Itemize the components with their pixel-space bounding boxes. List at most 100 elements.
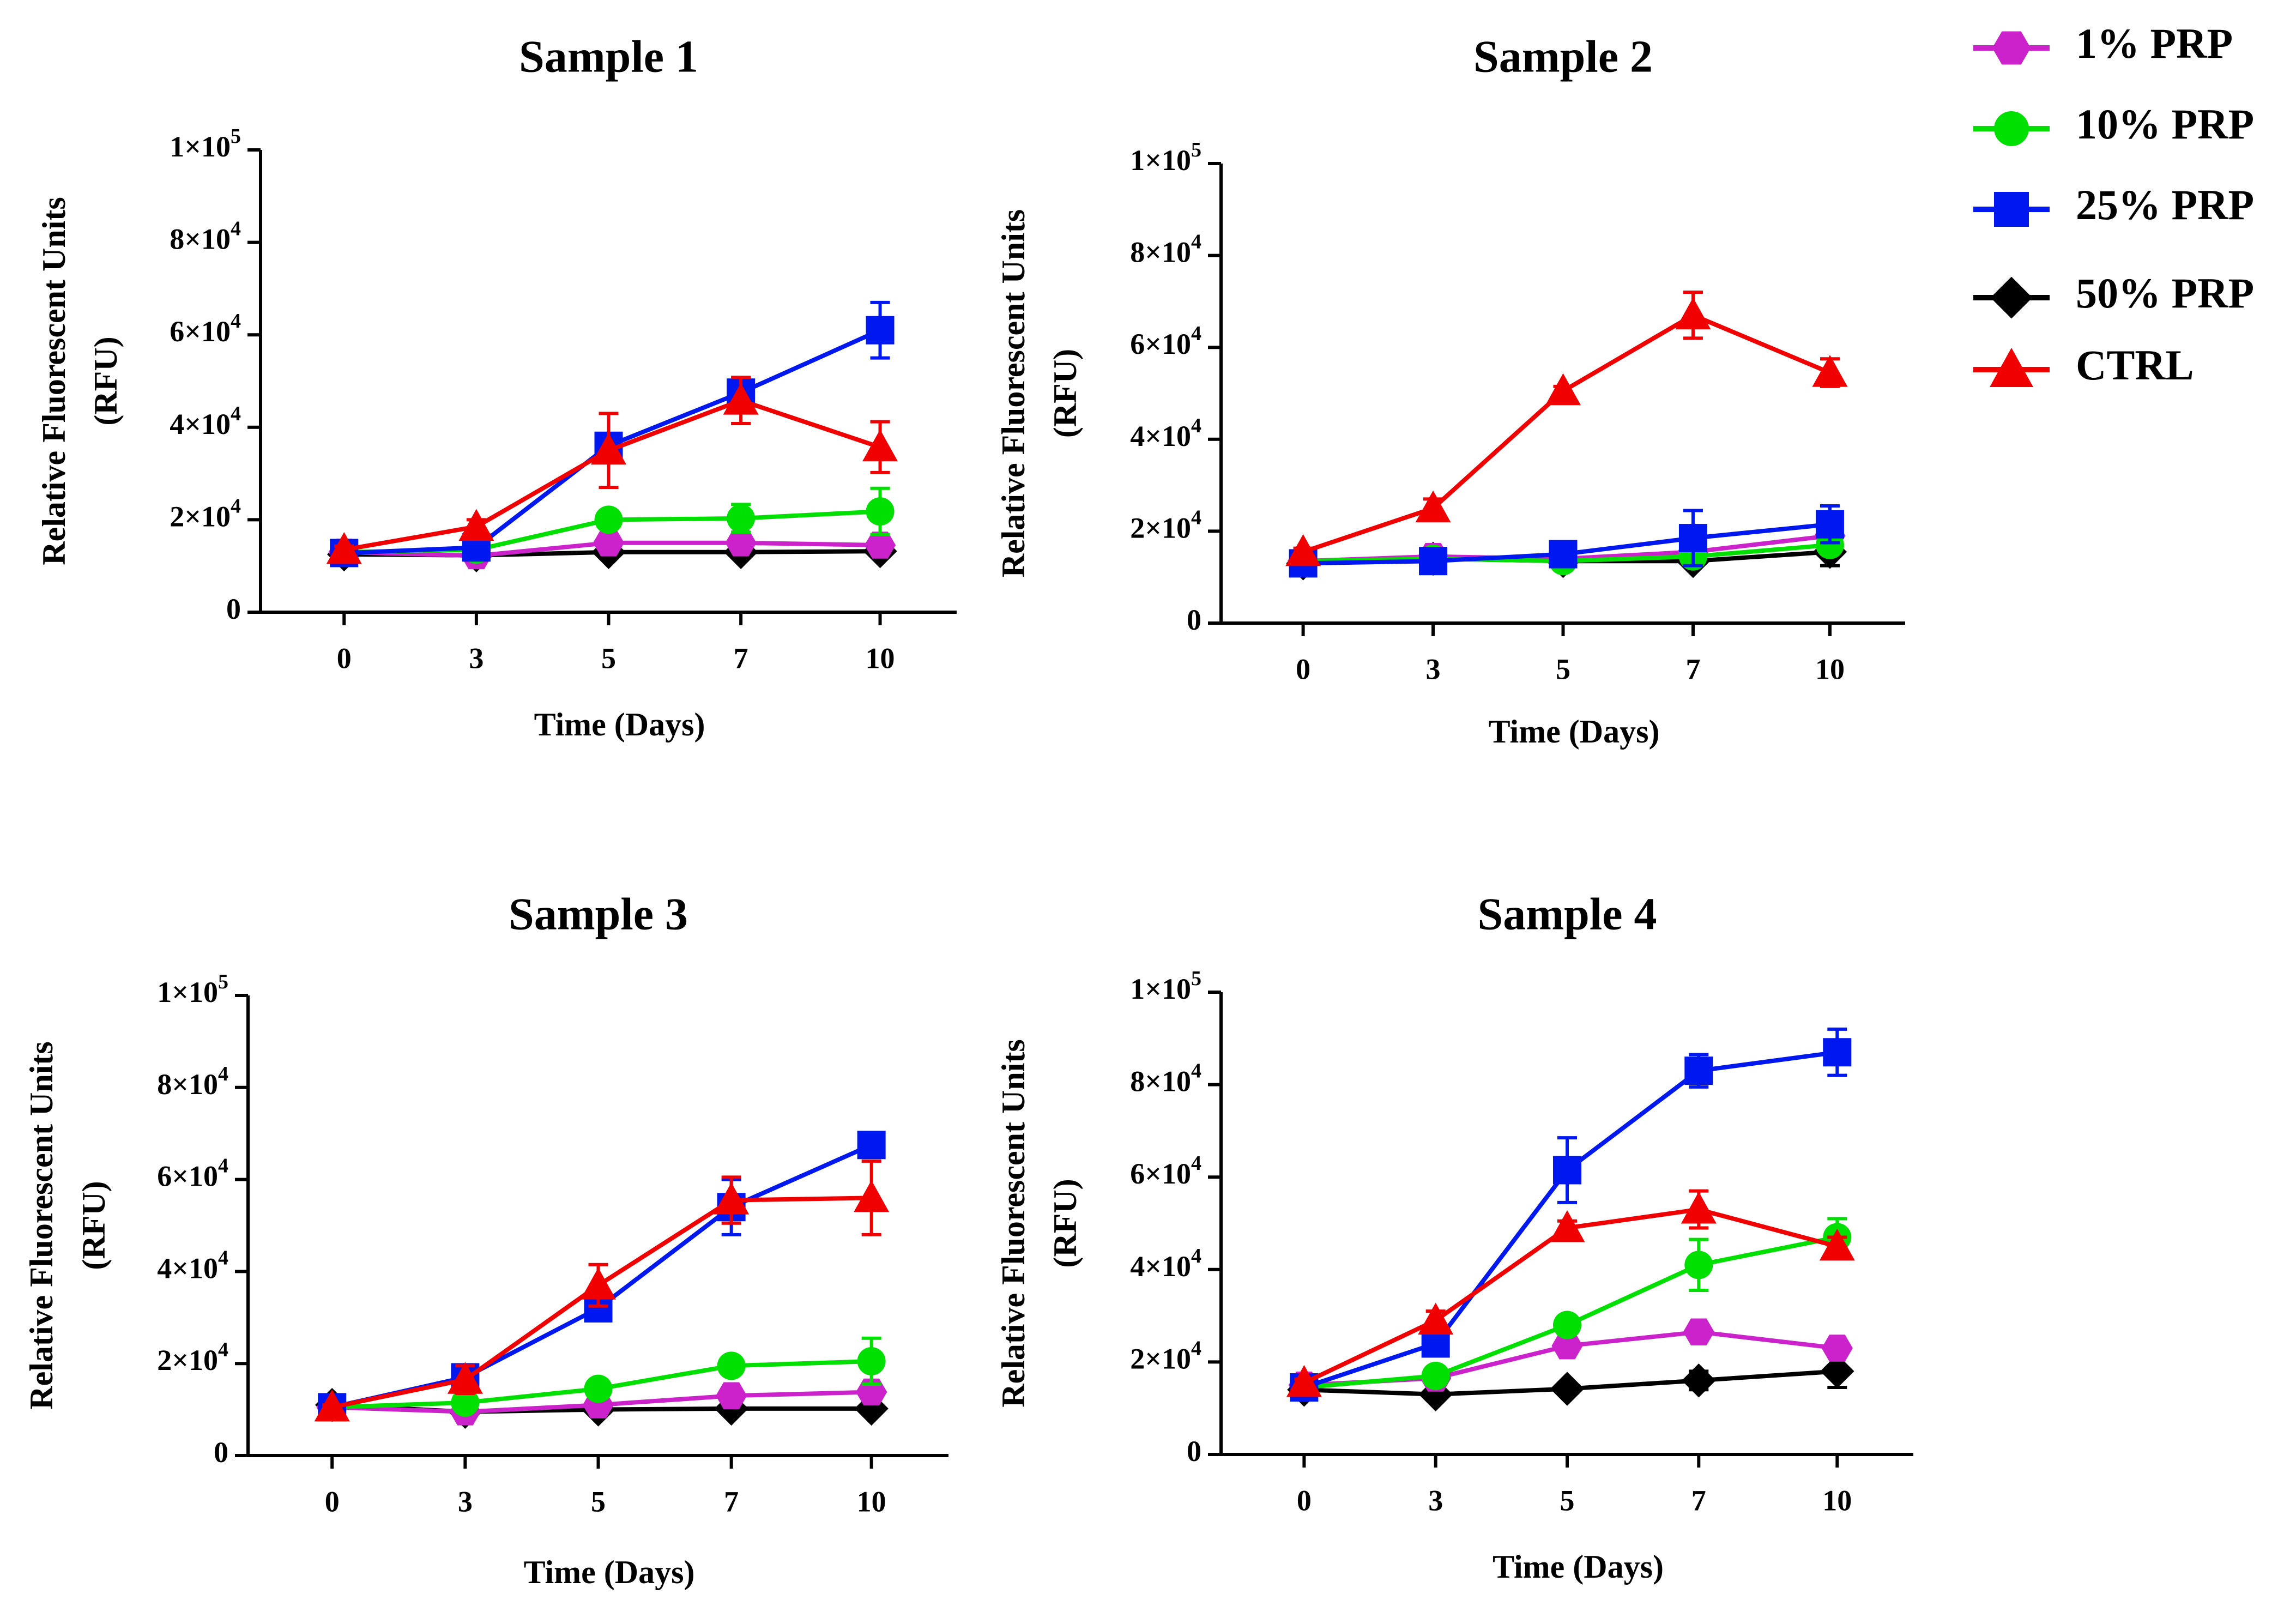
data-point xyxy=(725,529,757,557)
y-tick-label: 6×104 xyxy=(157,1154,228,1193)
data-point xyxy=(1286,1365,1322,1397)
data-point xyxy=(1820,1354,1854,1388)
data-point xyxy=(1681,1192,1717,1224)
data-point xyxy=(727,504,756,533)
y-axis-title: Relative Fluorescent Units xyxy=(36,197,72,565)
x-tick-label: 7 xyxy=(1691,1484,1706,1517)
data-point xyxy=(1812,355,1848,387)
series-ctrl xyxy=(1286,1189,1855,1397)
x-axis-title: Time (Days) xyxy=(1489,714,1660,750)
data-point xyxy=(1684,1251,1713,1279)
x-tick-label: 3 xyxy=(1426,653,1441,685)
data-point xyxy=(1821,1335,1853,1362)
data-point xyxy=(864,532,896,559)
data-point xyxy=(314,1389,350,1422)
data-point xyxy=(1415,490,1451,523)
legend-item-1pct-prp: 1% PRP xyxy=(1973,20,2233,67)
y-tick-label: 1×105 xyxy=(1130,138,1201,177)
chart-panel-4: Sample 4 0 2×104 4×104 6×104 8×104 1×105 0 3 5 7 10… xyxy=(995,889,1913,1585)
x-tick-label: 10 xyxy=(1815,653,1845,685)
y-tick-label: 0 xyxy=(226,593,241,625)
x-tick-label: 5 xyxy=(1556,653,1570,685)
data-point xyxy=(1683,1318,1714,1345)
y-axis-title: (RFU) xyxy=(1047,349,1083,438)
data-point xyxy=(1545,373,1581,406)
y-tick-label: 1×105 xyxy=(1130,967,1201,1006)
chart-panel-3: Sample 3 0 2×104 4×104 6×104 8×104 1×105 0 3 5 7 10… xyxy=(23,889,948,1590)
y-tick-label: 8×104 xyxy=(1130,1059,1201,1098)
y-tick-label: 6×104 xyxy=(1130,1152,1201,1191)
series-25pct-prp xyxy=(1289,504,1844,578)
x-tick-label: 5 xyxy=(1560,1484,1575,1517)
data-point xyxy=(1553,1311,1581,1339)
data-point xyxy=(1675,297,1711,330)
data-point xyxy=(1553,1156,1581,1185)
data-point xyxy=(717,1351,746,1380)
data-point xyxy=(326,532,362,564)
y-axis-title: (RFU) xyxy=(88,336,124,425)
x-tick-label: 10 xyxy=(866,642,895,674)
x-tick-label: 0 xyxy=(1297,1484,1312,1517)
x-tick-label: 3 xyxy=(458,1485,473,1518)
chart-panel-1: Sample 1 0 2×104 4×104 6×104 8×104 1×105 0 3 5 7 10… xyxy=(36,31,957,742)
data-point xyxy=(591,432,626,465)
y-tick-label: 2×104 xyxy=(1130,1337,1201,1375)
y-axis-title: Relative Fluorescent Units xyxy=(995,209,1031,577)
data-point xyxy=(1684,1056,1713,1085)
data-point xyxy=(581,1267,616,1300)
data-point xyxy=(866,316,895,345)
data-point xyxy=(458,509,494,541)
series-ctrl xyxy=(326,376,898,564)
y-tick-label: 2×104 xyxy=(170,494,241,533)
legend: 1% PRP 10% PRP 25% PRP 50% PRP CTRL xyxy=(1973,20,2254,389)
data-point xyxy=(1549,1210,1585,1242)
y-axis-title: Relative Fluorescent Units xyxy=(23,1041,59,1409)
data-point xyxy=(1421,1361,1450,1390)
data-point xyxy=(857,1131,886,1160)
chart-title: Sample 1 xyxy=(519,31,698,82)
y-axis-title: (RFU) xyxy=(76,1181,112,1270)
x-axis-title: Time (Days) xyxy=(534,707,705,742)
legend-label: 50% PRP xyxy=(2076,269,2254,317)
data-point xyxy=(1418,1302,1454,1335)
data-point xyxy=(1815,510,1844,539)
y-tick-label: 1×105 xyxy=(157,970,228,1009)
y-axis-title: (RFU) xyxy=(1047,1179,1083,1267)
x-tick-label: 10 xyxy=(857,1485,886,1518)
data-point xyxy=(1285,534,1321,566)
y-tick-label: 4×104 xyxy=(157,1246,228,1285)
chart-title: Sample 3 xyxy=(509,889,688,939)
data-point xyxy=(1682,1363,1716,1398)
x-axis-title: Time (Days) xyxy=(1493,1549,1664,1585)
data-point xyxy=(1550,1372,1585,1406)
y-tick-label: 0 xyxy=(1187,1435,1201,1468)
x-tick-label: 3 xyxy=(469,642,484,674)
series-line xyxy=(1302,313,1831,554)
legend-marker xyxy=(1994,192,2029,227)
legend-marker xyxy=(1990,348,2033,387)
y-axis-title: Relative Fluorescent Units xyxy=(995,1039,1031,1407)
data-point xyxy=(594,505,623,534)
x-tick-label: 7 xyxy=(1685,653,1700,685)
x-tick-label: 7 xyxy=(734,642,748,674)
legend-marker xyxy=(1994,111,2029,146)
y-tick-label: 4×104 xyxy=(1130,1245,1201,1283)
data-point xyxy=(447,1362,483,1394)
x-tick-label: 5 xyxy=(601,642,616,674)
x-axis-title: Time (Days) xyxy=(524,1554,695,1590)
data-point xyxy=(451,1388,480,1417)
y-tick-label: 8×104 xyxy=(170,217,241,256)
data-point xyxy=(723,383,759,415)
y-tick-label: 2×104 xyxy=(157,1338,228,1377)
x-tick-label: 0 xyxy=(325,1485,340,1518)
y-tick-label: 4×104 xyxy=(170,402,241,441)
y-tick-label: 8×104 xyxy=(157,1062,228,1101)
series-ctrl xyxy=(1285,291,1848,566)
legend-item-50pct-prp: 50% PRP xyxy=(1973,269,2254,319)
x-tick-label: 0 xyxy=(337,642,352,674)
data-point xyxy=(1419,547,1448,576)
data-point xyxy=(857,1347,886,1375)
y-tick-label: 6×104 xyxy=(170,310,241,348)
data-point xyxy=(1819,1228,1855,1261)
